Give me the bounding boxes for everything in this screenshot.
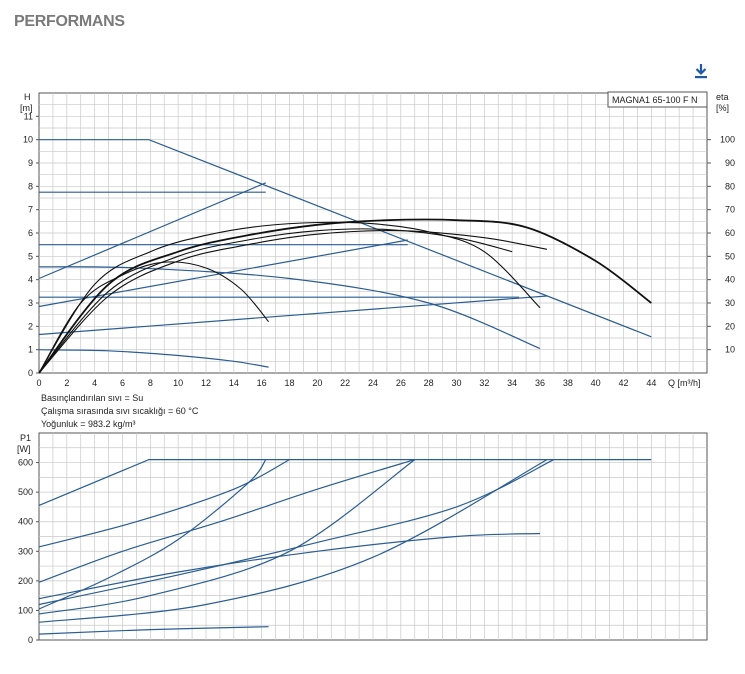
x-tick-label: 30	[451, 378, 461, 388]
y-axis-label: H	[24, 92, 31, 102]
x-tick-label: 22	[340, 378, 350, 388]
power-chart-grid	[39, 433, 707, 640]
x-axis-label: Q [m³/h]	[668, 378, 701, 388]
power-curve	[38, 532, 541, 600]
chart-title-box	[607, 91, 708, 108]
power-curve	[38, 459, 652, 506]
y-tick-label: 9	[28, 158, 33, 168]
download-icon[interactable]	[692, 62, 710, 80]
x-tick-label: 40	[591, 378, 601, 388]
power-chart-axes: 0 100 200 300 400 500 600	[18, 458, 39, 645]
x-tick-label: 42	[618, 378, 628, 388]
head-chart-axes: 0 2 4 6 8 10 12 14 16 18 20 22 24 26 28 30 32 34 36 38 40 42 4…	[23, 111, 735, 388]
x-tick-label: 36	[535, 378, 545, 388]
x-tick-label: 20	[312, 378, 322, 388]
chart-title: MAGNA1 65-100 F N	[612, 95, 698, 105]
power-y-tick-label: 400	[18, 517, 33, 527]
y-tick-label: 8	[28, 181, 33, 191]
note-fluid: Basınçlandırılan sıvı = Su	[41, 393, 143, 403]
y2-tick-label: 50	[725, 251, 735, 261]
y2-tick-label: 20	[725, 321, 735, 331]
y2-axis-unit: [%]	[716, 103, 729, 113]
power-curve	[38, 459, 290, 548]
y2-tick-label: 80	[725, 181, 735, 191]
x-tick-label: 34	[507, 378, 517, 388]
x-tick-label: 44	[646, 378, 656, 388]
power-chart-series	[38, 459, 652, 635]
y-tick-label: 6	[28, 228, 33, 238]
power-chart: 0 100 200 300 400 500 600 P1 [W]	[17, 432, 708, 645]
y-axis-unit: [m]	[20, 103, 33, 113]
head-curve	[39, 139, 652, 338]
note-temperature: Çalışma sırasında sıvı sıcaklığı = 60 °C	[41, 406, 199, 416]
efficiency-curve	[38, 261, 270, 374]
power-curve	[38, 459, 548, 623]
head-chart-series	[38, 139, 652, 374]
efficiency-curve	[38, 230, 548, 374]
head-curve	[38, 349, 269, 368]
page-title: PERFORMANS	[14, 13, 125, 30]
head-chart-grid	[39, 93, 707, 373]
head-curve	[38, 182, 267, 280]
y-tick-label: 10	[23, 135, 33, 145]
head-curve	[38, 295, 548, 336]
power-y-axis-unit: [W]	[17, 444, 31, 454]
x-tick-label: 10	[173, 378, 183, 388]
x-tick-label: 16	[257, 378, 267, 388]
power-y-axis-label: P1	[20, 433, 31, 443]
y-tick-label: 2	[28, 321, 33, 331]
y-tick-label: 4	[28, 275, 33, 285]
power-curve	[38, 459, 416, 615]
x-tick-label: 12	[201, 378, 211, 388]
power-curve	[38, 459, 555, 606]
y2-tick-label: 40	[725, 275, 735, 285]
y-tick-label: 5	[28, 251, 33, 261]
x-tick-label: 18	[284, 378, 294, 388]
x-tick-label: 2	[64, 378, 69, 388]
x-tick-label: 8	[148, 378, 153, 388]
x-tick-label: 14	[229, 378, 239, 388]
y2-tick-label: 70	[725, 205, 735, 215]
power-y-tick-label: 100	[18, 605, 33, 615]
note-density: Yoğunluk = 983.2 kg/m³	[41, 419, 135, 429]
x-tick-label: 28	[424, 378, 434, 388]
power-curve	[38, 626, 269, 635]
head-curve	[38, 239, 408, 308]
y2-tick-label: 10	[725, 345, 735, 355]
y-tick-label: 0	[28, 368, 33, 378]
y2-axis-label: eta	[716, 92, 729, 102]
y-tick-label: 1	[28, 345, 33, 355]
power-curve	[38, 459, 415, 583]
y2-tick-label: 60	[725, 228, 735, 238]
x-tick-label: 32	[479, 378, 489, 388]
power-curve	[38, 459, 267, 610]
power-y-tick-label: 300	[18, 546, 33, 556]
power-y-tick-label: 0	[28, 635, 33, 645]
efficiency-curve	[38, 228, 513, 374]
y-tick-label: 11	[24, 111, 33, 121]
y2-tick-label: 30	[725, 298, 735, 308]
x-tick-label: 26	[396, 378, 406, 388]
y-tick-label: 3	[28, 298, 33, 308]
power-y-tick-label: 200	[18, 576, 33, 586]
x-tick-label: 0	[36, 378, 41, 388]
x-tick-label: 6	[120, 378, 125, 388]
power-y-tick-label: 600	[18, 458, 33, 468]
x-tick-label: 4	[92, 378, 97, 388]
y2-tick-label: 100	[720, 135, 735, 145]
x-tick-label: 38	[563, 378, 573, 388]
power-y-tick-label: 500	[18, 487, 33, 497]
head-curve	[38, 266, 541, 350]
efficiency-curve	[38, 221, 541, 374]
y-tick-label: 7	[28, 205, 33, 215]
y2-tick-label: 90	[725, 158, 735, 168]
head-efficiency-chart: 0 2 4 6 8 10 12 14 16 18 20 22 24 26 28 30 32 34 36 38 40 42 4…	[20, 91, 735, 429]
x-tick-label: 24	[368, 378, 378, 388]
